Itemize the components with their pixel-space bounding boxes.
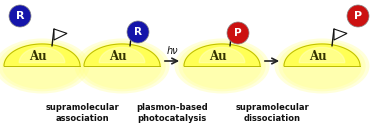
Text: Au: Au [29, 50, 47, 63]
Ellipse shape [2, 43, 82, 89]
Text: Au: Au [109, 50, 127, 63]
Ellipse shape [0, 41, 86, 91]
Ellipse shape [178, 41, 266, 91]
Ellipse shape [182, 43, 262, 89]
Polygon shape [132, 29, 145, 40]
Polygon shape [54, 29, 67, 40]
Polygon shape [84, 44, 160, 66]
Ellipse shape [74, 39, 169, 94]
Text: R: R [134, 27, 142, 37]
Polygon shape [99, 47, 145, 63]
Polygon shape [4, 44, 80, 66]
Ellipse shape [0, 39, 90, 94]
Text: supramolecular
association: supramolecular association [45, 103, 119, 123]
Text: Au: Au [309, 50, 327, 63]
Polygon shape [334, 29, 347, 40]
Ellipse shape [78, 41, 166, 91]
Polygon shape [184, 44, 260, 66]
Text: R: R [16, 11, 24, 21]
Text: supramolecular
dissociation: supramolecular dissociation [235, 103, 309, 123]
Polygon shape [232, 29, 245, 40]
Ellipse shape [227, 22, 249, 44]
Text: P: P [354, 11, 362, 21]
Ellipse shape [274, 39, 370, 94]
Ellipse shape [282, 43, 362, 89]
Ellipse shape [347, 5, 369, 27]
Text: P: P [234, 28, 242, 38]
Polygon shape [19, 47, 65, 63]
Text: Au: Au [209, 50, 227, 63]
Ellipse shape [278, 41, 366, 91]
Polygon shape [284, 44, 360, 66]
Polygon shape [299, 47, 345, 63]
Ellipse shape [82, 43, 162, 89]
Ellipse shape [127, 21, 149, 43]
Ellipse shape [9, 5, 31, 27]
Text: plasmon-based
photocatalysis: plasmon-based photocatalysis [136, 103, 208, 123]
Polygon shape [199, 47, 245, 63]
Ellipse shape [175, 39, 270, 94]
Text: hν: hν [166, 46, 178, 56]
